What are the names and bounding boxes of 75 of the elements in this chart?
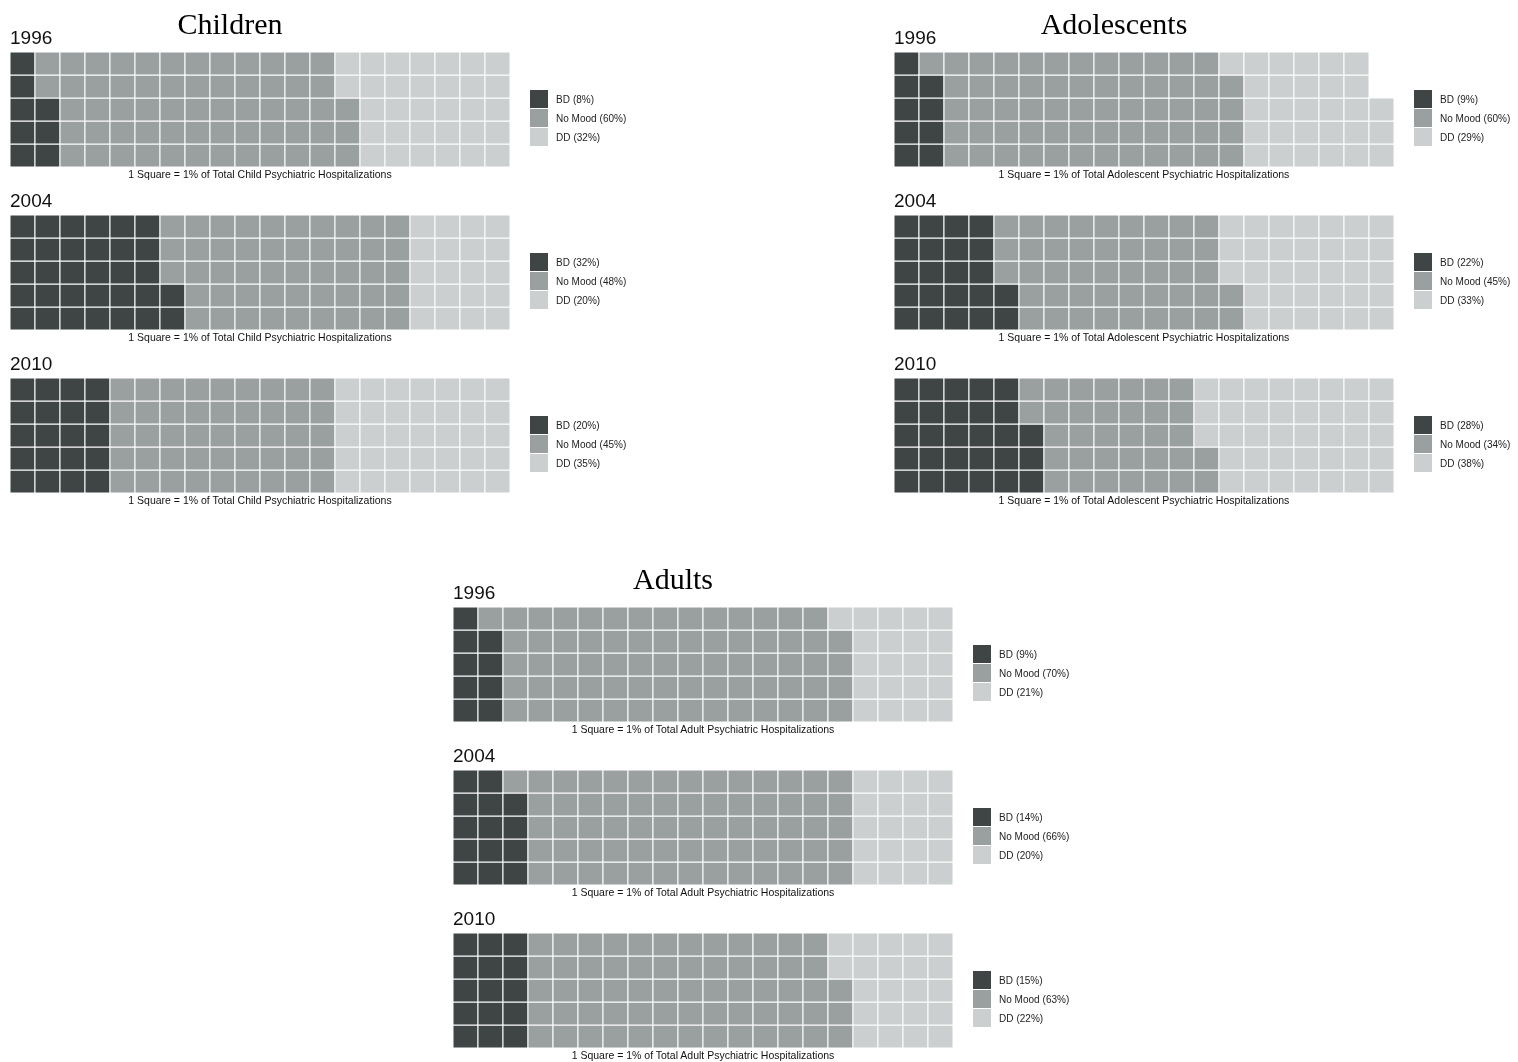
category-label: No Mood: [556, 439, 597, 450]
data-label: (32%): [572, 257, 600, 268]
text: 2004: [894, 190, 937, 211]
data-label: (8%): [572, 94, 595, 105]
data-label: (34%): [1483, 439, 1511, 450]
category-label: DD: [1440, 295, 1455, 306]
text: 1 Square = 1% of Total Adolescent Psychiatric Hospitalizations: [998, 168, 1290, 180]
category-label: No Mood: [1440, 113, 1481, 124]
data-label: (28%): [1456, 420, 1484, 431]
text: 2004: [453, 745, 496, 766]
category-label: DD: [999, 1013, 1014, 1024]
data-label: (22%): [1456, 257, 1484, 268]
category-label: DD: [1440, 458, 1455, 469]
data-label: (60%): [599, 113, 627, 124]
data-label: (60%): [1483, 113, 1511, 124]
data-label: (20%): [1016, 850, 1044, 861]
data-label: (33%): [1457, 295, 1485, 306]
text: 2010: [10, 353, 53, 374]
category-label: BD: [556, 94, 570, 105]
data-label: (48%): [599, 276, 627, 287]
data-label: (20%): [573, 295, 601, 306]
text: 1 Square = 1% of Total Adult Psychiatric Hospitalizations: [571, 1049, 835, 1061]
category-label: BD: [999, 975, 1013, 986]
data-label: (35%): [573, 458, 601, 469]
text: Children: [177, 7, 283, 40]
category-label: No Mood: [1440, 276, 1481, 287]
text: 1 Square = 1% of Total Child Psychiatric Hospitalizations: [128, 168, 392, 180]
text: 1 Square = 1% of Total Adolescent Psychiatric Hospitalizations: [998, 331, 1290, 343]
data-label: (9%): [1015, 649, 1038, 660]
category-label: BD: [556, 420, 570, 431]
text: 1996: [894, 27, 937, 48]
category-label: DD: [556, 295, 571, 306]
data-label: (63%): [1042, 994, 1070, 1005]
category-label: DD: [999, 687, 1014, 698]
data-label: (38%): [1457, 458, 1485, 469]
category-label: DD: [999, 850, 1014, 861]
text: Adults: [632, 562, 714, 595]
text: 2010: [894, 353, 937, 374]
category-label: BD: [999, 649, 1013, 660]
text: 1 Square = 1% of Total Adult Psychiatric Hospitalizations: [571, 886, 835, 898]
text: 1 Square = 1% of Total Adolescent Psychiatric Hospitalizations: [998, 494, 1290, 506]
data-label: (15%): [1015, 975, 1043, 986]
data-label: (70%): [1042, 668, 1070, 679]
data-label: (21%): [1016, 687, 1044, 698]
data-label: (66%): [1042, 831, 1070, 842]
category-label: BD: [1440, 420, 1454, 431]
text: 1996: [10, 27, 53, 48]
category-label: No Mood: [556, 276, 597, 287]
text: 2004: [10, 190, 53, 211]
category-label: BD: [1440, 257, 1454, 268]
category-label: BD: [556, 257, 570, 268]
data-label: (14%): [1015, 812, 1043, 823]
data-label: (9%): [1456, 94, 1479, 105]
data-label: (22%): [1016, 1013, 1044, 1024]
category-label: No Mood: [999, 668, 1040, 679]
category-label: DD: [556, 132, 571, 143]
text: 1 Square = 1% of Total Child Psychiatric Hospitalizations: [128, 331, 392, 343]
text: 1 Square = 1% of Total Adult Psychiatric Hospitalizations: [571, 723, 835, 735]
category-label: No Mood: [556, 113, 597, 124]
data-label: (29%): [1457, 132, 1485, 143]
text: 1 Square = 1% of Total Child Psychiatric Hospitalizations: [128, 494, 392, 506]
category-label: DD: [556, 458, 571, 469]
category-label: DD: [1440, 132, 1455, 143]
category-label: BD: [1440, 94, 1454, 105]
category-label: BD: [999, 812, 1013, 823]
text: Adolescents: [1040, 7, 1188, 40]
category-label: No Mood: [999, 831, 1040, 842]
data-label: (20%): [572, 420, 600, 431]
data-label: (45%): [599, 439, 627, 450]
category-label: No Mood: [999, 994, 1040, 1005]
text: 2010: [453, 908, 496, 929]
text: 1996: [453, 582, 496, 603]
data-label: (32%): [573, 132, 601, 143]
data-label: (45%): [1483, 276, 1511, 287]
category-label: No Mood: [1440, 439, 1481, 450]
